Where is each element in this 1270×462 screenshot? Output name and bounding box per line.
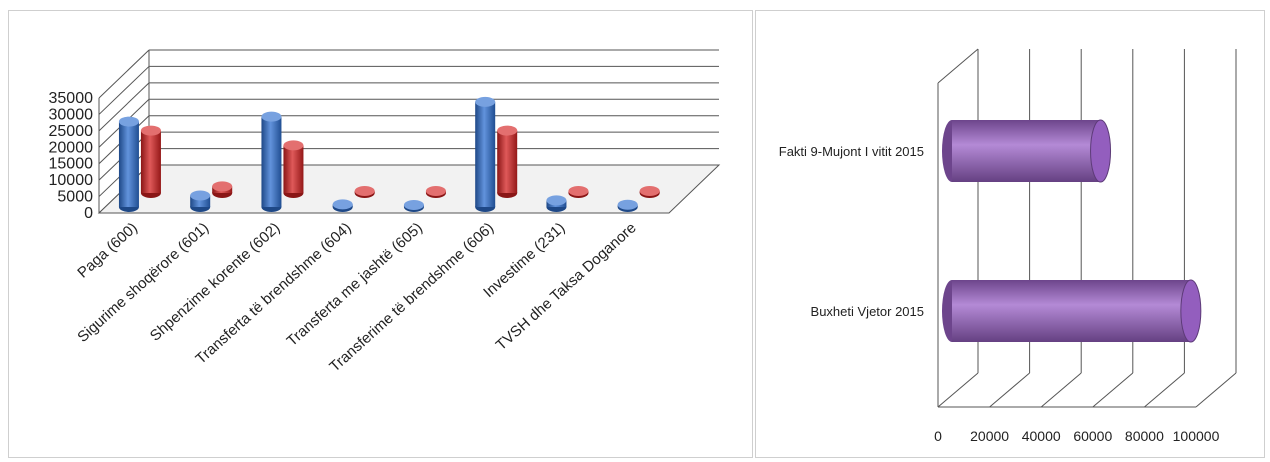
bar-blue — [546, 195, 567, 212]
x-tick-label: 60000 — [1073, 428, 1112, 444]
bar-top — [568, 186, 589, 196]
side-grid-line — [98, 82, 150, 132]
bar-top — [118, 116, 139, 127]
x-tick-label: 100000 — [1173, 428, 1220, 444]
bar-blue — [403, 200, 424, 212]
bar-body — [261, 116, 282, 207]
bar-blue — [261, 111, 282, 212]
side-grid-line — [98, 49, 150, 99]
bar-red — [568, 186, 589, 198]
bar-top — [403, 200, 424, 210]
bar-red — [283, 140, 304, 198]
bar-top — [332, 199, 353, 210]
side-grid-line — [98, 66, 150, 115]
bar-body — [475, 101, 496, 207]
bar-top — [546, 195, 567, 206]
category-label: Transferta të brendshme (604) — [192, 219, 354, 367]
floor-grid-line — [937, 372, 979, 408]
floor-grid-line — [1144, 372, 1185, 408]
y-tick-label: 35000 — [49, 90, 94, 107]
bar-top — [190, 190, 211, 201]
category-label: Transferta me jashtë (605) — [284, 219, 426, 350]
bar-body — [952, 120, 1101, 182]
bar-red — [140, 125, 161, 198]
bar-end — [1090, 119, 1112, 183]
bar-blue — [617, 199, 638, 212]
y-tick-label: 5000 — [57, 189, 93, 206]
y-tick-label: 15000 — [49, 156, 94, 173]
top-edge — [937, 48, 979, 84]
bar-body — [140, 130, 161, 193]
y-tick-label: 10000 — [49, 172, 94, 189]
y-tick-label: 25000 — [49, 123, 94, 140]
floor-grid-line — [1092, 372, 1134, 408]
bar-body — [118, 121, 139, 207]
floor-grid-line — [989, 372, 1030, 408]
bar-body — [190, 195, 211, 207]
left-chart-panel: 0 5000 10000 15000 20000 25000 30000 35000 Paga … — [8, 10, 753, 458]
y-tick-label: 0 — [84, 205, 93, 222]
x-tick-label: 80000 — [1125, 428, 1164, 444]
bar-red — [639, 186, 660, 198]
bar-end — [1180, 279, 1202, 343]
bar-top — [617, 199, 638, 210]
bar-top — [639, 186, 660, 196]
bar-red — [425, 186, 446, 198]
category-label: Sigurime shoqërore (601) — [74, 219, 212, 345]
bar-red — [212, 181, 233, 198]
bar-red — [354, 186, 375, 198]
bar-body — [497, 130, 518, 193]
bar-red — [497, 125, 518, 198]
bar-top — [425, 186, 446, 196]
y-tick-label: 30000 — [49, 106, 94, 123]
category-label: Paga (600) — [74, 219, 141, 281]
floor-grid-line — [1195, 372, 1237, 408]
right-bar-chart: 0 20000 40000 60000 80000 100000 Fakti 9-Mujon… — [779, 48, 1237, 444]
category-label: Shpenzime korente (602) — [147, 219, 284, 344]
bar-top — [475, 96, 496, 107]
bar-top — [283, 140, 304, 151]
right-chart-panel: 0 20000 40000 60000 80000 100000 Fakti 9-Mujon… — [755, 10, 1265, 458]
bar-body — [283, 145, 304, 193]
category-label: Fakti 9-Mujont I vitit 2015 — [779, 144, 924, 159]
bar-blue — [475, 96, 496, 212]
bar-top — [497, 125, 518, 136]
x-tick-label: 40000 — [1022, 428, 1061, 444]
category-label: TVSH dhe Taksa Doganore — [493, 219, 640, 354]
floor-grid-line — [1040, 372, 1082, 408]
bar-blue — [190, 190, 211, 212]
bar-top — [140, 125, 161, 136]
bar-blue — [118, 116, 139, 212]
bar-body — [952, 280, 1191, 342]
bar-purple — [942, 119, 1112, 183]
x-tick-label: 0 — [934, 428, 942, 444]
y-tick-label: 20000 — [49, 139, 94, 156]
x-tick-label: 20000 — [970, 428, 1009, 444]
bar-purple — [942, 279, 1202, 343]
bar-top — [212, 181, 233, 192]
bar-top — [354, 186, 375, 196]
category-label: Buxheti Vjetor 2015 — [811, 304, 924, 319]
bar-blue — [332, 199, 353, 212]
bar-top — [261, 111, 282, 122]
